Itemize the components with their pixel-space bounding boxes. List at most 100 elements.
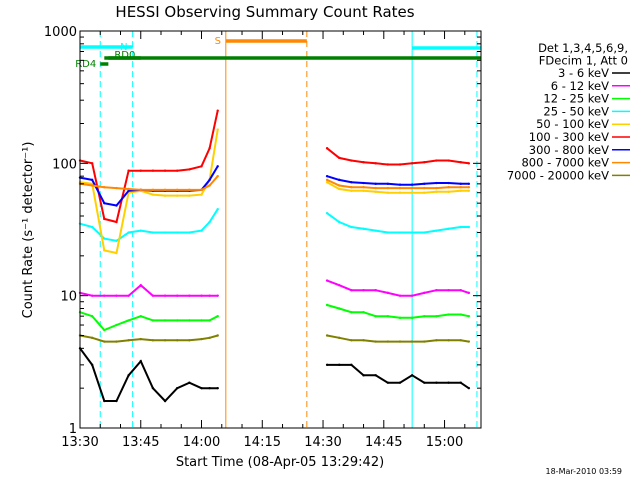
- data-point: [115, 204, 118, 207]
- series-line-4: [79, 129, 469, 255]
- data-point: [362, 288, 365, 292]
- data-point: [423, 191, 426, 194]
- series-line-7: [79, 175, 469, 191]
- data-point: [200, 229, 203, 232]
- data-point: [338, 178, 341, 182]
- series-line-8: [79, 334, 469, 343]
- data-point: [467, 189, 471, 193]
- data-point: [467, 386, 471, 390]
- data-point: [216, 314, 219, 318]
- data-point: [447, 181, 450, 185]
- legend-entry-label: 800 - 7000 keV: [521, 156, 609, 170]
- x-tick-label: 14:30: [304, 435, 341, 450]
- data-point: [447, 190, 450, 193]
- data-point: [374, 229, 377, 232]
- data-point: [350, 363, 353, 367]
- data-point: [115, 323, 118, 327]
- data-point: [151, 188, 155, 192]
- data-point: [386, 191, 390, 194]
- data-point: [338, 220, 341, 224]
- data-point: [338, 283, 341, 287]
- data-point: [410, 183, 414, 186]
- series-8: [78, 334, 471, 343]
- data-point: [350, 189, 353, 193]
- data-point: [398, 316, 402, 320]
- data-point: [459, 225, 462, 229]
- data-point: [127, 294, 130, 297]
- data-point: [362, 374, 365, 377]
- data-point: [398, 186, 402, 190]
- data-point: [188, 231, 191, 234]
- data-point: [127, 231, 130, 234]
- data-point: [362, 160, 365, 164]
- series-2: [78, 303, 471, 332]
- series-line-0: [79, 347, 470, 403]
- data-point: [163, 319, 167, 322]
- legend-header-line: Det 1,3,4,5,6,9,: [538, 41, 628, 55]
- data-point: [90, 184, 94, 187]
- legend-entry-label: 300 - 800 keV: [529, 143, 609, 157]
- data-point: [127, 319, 130, 322]
- data-point: [467, 186, 471, 189]
- data-point: [325, 363, 329, 367]
- data-point: [115, 399, 118, 403]
- data-point: [386, 186, 390, 190]
- data-point: [103, 237, 106, 240]
- data-point: [163, 194, 167, 197]
- x-tick-label: 13:45: [122, 435, 159, 450]
- annotation-label-1: N: [120, 42, 127, 53]
- data-point: [103, 294, 106, 297]
- data-point: [90, 336, 94, 340]
- data-point: [374, 190, 377, 193]
- data-point: [410, 374, 414, 377]
- data-point: [103, 340, 106, 343]
- data-point: [127, 189, 130, 193]
- x-tick-label: 14:45: [365, 435, 402, 450]
- data-point: [435, 229, 438, 232]
- data-point: [398, 340, 402, 343]
- data-point: [447, 227, 450, 231]
- legend-entry-label: 50 - 100 keV: [536, 117, 609, 131]
- data-point: [423, 381, 426, 384]
- data-point: [325, 279, 329, 282]
- data-point: [435, 159, 438, 162]
- data-point: [188, 188, 191, 192]
- data-point: [350, 288, 353, 292]
- data-point: [188, 294, 191, 297]
- data-point: [362, 189, 365, 193]
- x-tick-label: 15:00: [426, 435, 463, 450]
- data-point: [208, 220, 211, 224]
- data-point: [151, 193, 155, 196]
- data-point: [338, 184, 341, 187]
- data-point: [435, 339, 438, 342]
- data-point: [350, 311, 353, 314]
- data-point: [151, 169, 155, 172]
- data-point: [216, 208, 219, 211]
- data-point: [374, 186, 377, 190]
- data-point: [374, 340, 377, 343]
- x-tick-label: 13:30: [61, 435, 98, 450]
- data-point: [176, 294, 179, 297]
- data-point: [139, 229, 142, 232]
- data-point: [435, 381, 438, 384]
- data-point: [459, 381, 462, 384]
- annotation-label-4: RD4: [75, 59, 96, 70]
- annotation-label-0: S: [215, 36, 221, 47]
- data-point: [459, 313, 462, 316]
- data-point: [374, 314, 377, 318]
- data-point: [90, 363, 94, 367]
- data-point: [467, 340, 471, 343]
- data-point: [374, 288, 377, 292]
- data-point: [115, 294, 118, 297]
- data-point: [386, 340, 390, 343]
- data-point: [163, 231, 167, 234]
- data-point: [423, 314, 426, 318]
- data-point: [127, 374, 130, 377]
- legend-entry-label: 3 - 6 keV: [558, 66, 609, 80]
- timestamp-stamp: 18-Mar-2010 03:59: [546, 467, 623, 476]
- series-line-3: [79, 208, 469, 242]
- data-point: [447, 186, 450, 189]
- data-point: [200, 386, 203, 390]
- data-point: [200, 188, 203, 192]
